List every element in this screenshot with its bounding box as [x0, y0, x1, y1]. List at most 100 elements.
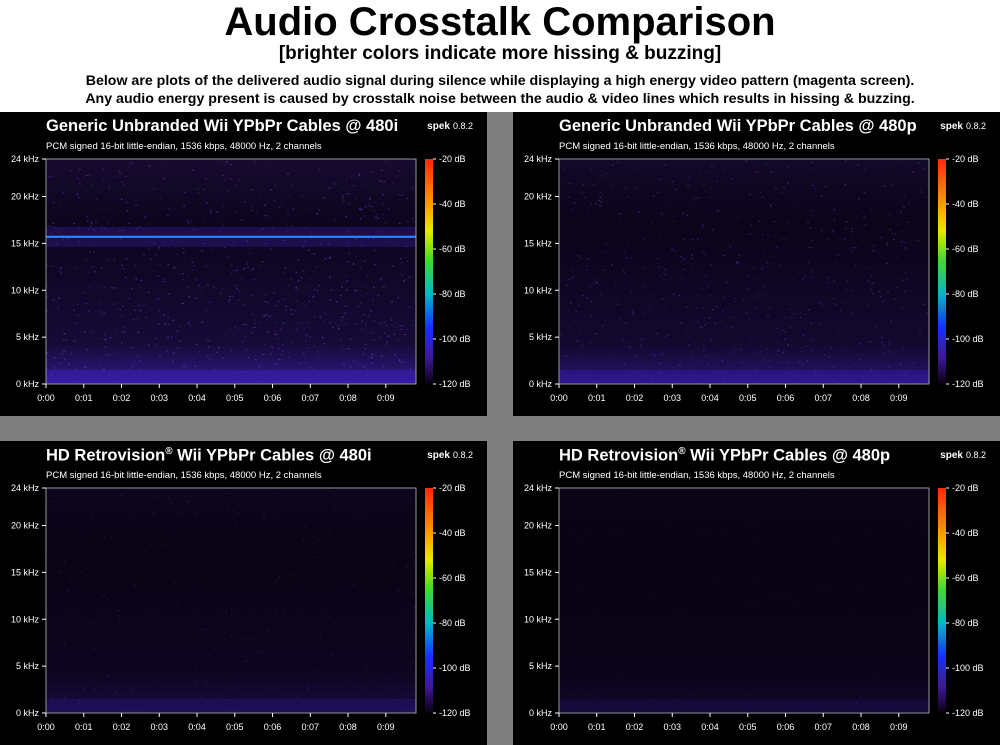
y-tick-label: 24 kHz — [524, 154, 553, 164]
panel-title: HD Retrovision® Wii YPbPr Cables @ 480i — [46, 446, 372, 466]
colorbar-tick-label: -40 dB — [952, 528, 979, 538]
colorbar-tick-label: -20 dB — [952, 154, 979, 164]
x-tick-label: 0:04 — [188, 393, 206, 403]
x-tick-label: 0:08 — [339, 722, 357, 732]
page-title: Audio Crosstalk Comparison — [224, 0, 776, 44]
spectrogram-svg: 24 kHz 20 kHz 15 kHz 10 kHz 5 kHz 0 kHz 0:00 0:… — [11, 483, 471, 732]
x-tick-label: 0:05 — [226, 393, 244, 403]
plot-frame — [558, 158, 930, 385]
description-line-1: Below are plots of the delivered audio s… — [85, 73, 915, 89]
registered-mark: ® — [678, 446, 686, 457]
colorbar — [938, 488, 946, 713]
colorbar-tick-label: -80 dB — [952, 289, 979, 299]
spectrogram-panel-hdr-480i: HD Retrovision® Wii YPbPr Cables @ 480i … — [0, 441, 487, 745]
colorbar-tick-label: -60 dB — [952, 244, 979, 254]
noise-floor — [46, 159, 416, 384]
x-tick-label: 0:02 — [113, 393, 131, 403]
panel-title: HD Retrovision® Wii YPbPr Cables @ 480p — [559, 446, 890, 466]
low-frequency-band — [46, 699, 416, 712]
y-tick-label: 5 kHz — [16, 332, 40, 342]
colorbar — [425, 159, 433, 384]
colorbar-tick-label: -80 dB — [439, 618, 466, 628]
y-tick-label: 0 kHz — [529, 379, 553, 389]
x-tick-label: 0:00 — [37, 722, 55, 732]
x-tick-label: 0:00 — [550, 722, 568, 732]
spek-label: spek 0.8.2 — [940, 121, 986, 132]
y-tick-label: 20 kHz — [524, 192, 553, 202]
x-tick-label: 0:03 — [663, 722, 681, 732]
spek-label: spek 0.8.2 — [940, 450, 986, 461]
spek-label: spek 0.8.2 — [427, 121, 473, 132]
x-tick-label: 0:05 — [739, 393, 757, 403]
x-tick-label: 0:02 — [626, 393, 644, 403]
spek-app-name: spek — [427, 450, 450, 461]
panel-info: PCM signed 16-bit little-endian, 1536 kb… — [559, 141, 835, 152]
colorbar-tick-label: -60 dB — [439, 573, 466, 583]
noise-floor — [46, 488, 416, 713]
panel-info: PCM signed 16-bit little-endian, 1536 kb… — [46, 141, 322, 152]
colorbar-tick-label: -120 dB — [952, 708, 984, 718]
panel-title: Generic Unbranded Wii YPbPr Cables @ 480… — [559, 117, 917, 135]
noise-speckles — [567, 492, 925, 711]
x-tick-label: 0:06 — [777, 393, 795, 403]
y-tick-label: 5 kHz — [529, 332, 553, 342]
y-tick-label: 5 kHz — [529, 661, 553, 671]
x-tick-label: 0:03 — [150, 393, 168, 403]
y-tick-label: 15 kHz — [11, 238, 40, 248]
colorbar-tick-label: -40 dB — [439, 528, 466, 538]
spek-version: 0.8.2 — [965, 121, 986, 131]
spectrogram-svg: 24 kHz 20 kHz 15 kHz 10 kHz 5 kHz 0 kHz 0:00 0:… — [524, 483, 984, 732]
colorbar-tick-label: -120 dB — [439, 379, 471, 389]
y-tick-label: 5 kHz — [16, 661, 40, 671]
y-tick-label: 10 kHz — [11, 614, 40, 624]
spek-version: 0.8.2 — [965, 450, 986, 460]
y-tick-label: 20 kHz — [524, 521, 553, 531]
colorbar-tick-label: -40 dB — [439, 199, 466, 209]
x-tick-label: 0:04 — [701, 393, 719, 403]
noise-speckles — [46, 489, 416, 711]
colorbar-tick-label: -100 dB — [439, 663, 471, 673]
x-tick-label: 0:07 — [302, 393, 320, 403]
y-tick-label: 15 kHz — [11, 567, 40, 577]
colorbar — [425, 488, 433, 713]
page-header: Audio Crosstalk Comparison [brighter col… — [0, 0, 1000, 112]
x-tick-label: 0:09 — [890, 393, 908, 403]
low-frequency-band — [559, 370, 929, 383]
colorbar-tick-label: -20 dB — [439, 483, 466, 493]
x-tick-label: 0:09 — [377, 393, 395, 403]
y-tick-label: 10 kHz — [524, 614, 553, 624]
y-tick-label: 0 kHz — [16, 379, 40, 389]
x-tick-label: 0:01 — [75, 393, 93, 403]
panel-title-rest: Wii YPbPr Cables @ 480i — [172, 446, 372, 465]
x-tick-label: 0:07 — [815, 722, 833, 732]
description-line-2: Any audio energy present is caused by cr… — [85, 91, 915, 107]
plot-frame — [45, 158, 417, 385]
x-tick-label: 0:06 — [264, 722, 282, 732]
colorbar — [938, 159, 946, 384]
plot-frame — [558, 487, 930, 714]
plot-frame — [45, 487, 417, 714]
x-tick-label: 0:08 — [852, 722, 870, 732]
x-tick-label: 0:09 — [890, 722, 908, 732]
y-tick-label: 15 kHz — [524, 567, 553, 577]
x-tick-label: 0:08 — [852, 393, 870, 403]
y-tick-label: 24 kHz — [11, 154, 40, 164]
colorbar-tick-label: -20 dB — [439, 154, 466, 164]
spectrogram-panel-hdr-480p: HD Retrovision® Wii YPbPr Cables @ 480p … — [513, 441, 1000, 745]
noise-speckles — [559, 160, 929, 384]
noise-floor — [559, 159, 929, 384]
x-tick-label: 0:04 — [701, 722, 719, 732]
spek-version: 0.8.2 — [452, 450, 473, 460]
y-tick-label: 20 kHz — [11, 521, 40, 531]
x-tick-label: 0:09 — [377, 722, 395, 732]
colorbar-tick-label: -60 dB — [439, 244, 466, 254]
spek-version: 0.8.2 — [452, 121, 473, 131]
x-tick-label: 0:01 — [75, 722, 93, 732]
spek-app-name: spek — [427, 121, 450, 132]
colorbar-tick-label: -100 dB — [952, 334, 984, 344]
x-tick-label: 0:01 — [588, 393, 606, 403]
colorbar-tick-label: -100 dB — [952, 663, 984, 673]
x-tick-label: 0:00 — [550, 393, 568, 403]
low-frequency-band — [46, 370, 416, 383]
colorbar-tick-label: -100 dB — [439, 334, 471, 344]
